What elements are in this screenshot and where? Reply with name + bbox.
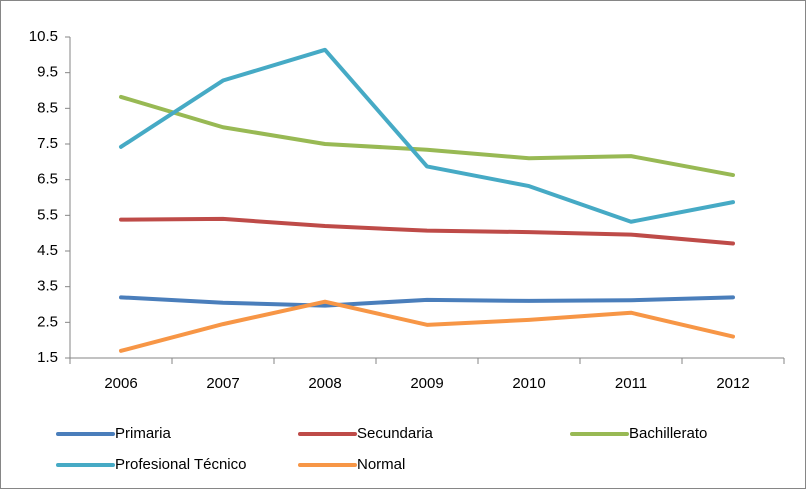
legend-label: Primaria <box>115 425 171 442</box>
legend-label: Secundaria <box>357 425 434 442</box>
x-tick-label: 2006 <box>104 375 137 392</box>
series-line <box>119 295 735 308</box>
x-tick-label: 2011 <box>615 375 647 392</box>
legend-label: Bachillerato <box>629 425 707 442</box>
x-tick-label: 2009 <box>410 375 443 392</box>
y-tick-label: 4.5 <box>37 242 58 259</box>
x-tick-label: 2008 <box>308 375 341 392</box>
y-tick-label: 10.5 <box>29 28 58 45</box>
y-tick-label: 8.5 <box>37 99 58 116</box>
y-tick-label: 7.5 <box>37 135 58 152</box>
x-tick-label: 2012 <box>716 375 749 392</box>
y-tick-label: 5.5 <box>37 206 58 223</box>
legend-label: Profesional Técnico <box>115 456 246 473</box>
y-tick-label: 9.5 <box>37 64 58 81</box>
series-line <box>119 299 735 353</box>
y-tick-label: 2.5 <box>37 313 58 330</box>
legend-label: Normal <box>357 456 405 473</box>
y-tick-label: 1.5 <box>37 349 58 366</box>
x-tick-label: 2010 <box>512 375 545 392</box>
y-tick-label: 3.5 <box>37 278 58 295</box>
y-tick-label: 6.5 <box>37 171 58 188</box>
series-line <box>119 216 735 246</box>
series-line <box>119 94 735 178</box>
x-tick-label: 2007 <box>206 375 239 392</box>
series-line <box>119 47 735 224</box>
